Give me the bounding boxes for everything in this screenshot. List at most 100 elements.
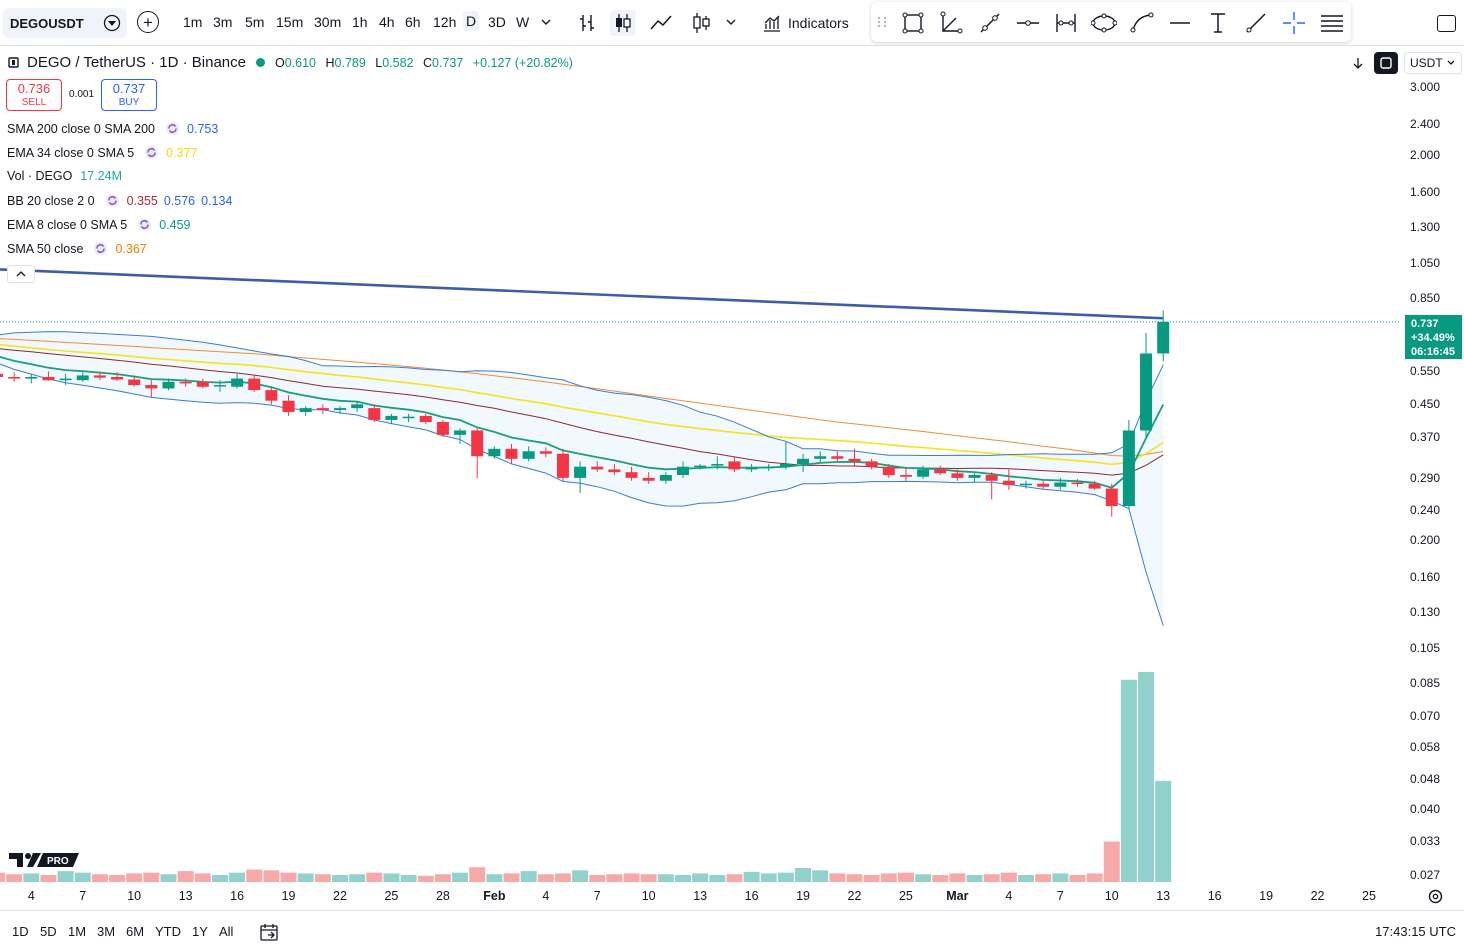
- candle-body: [1037, 483, 1050, 487]
- buy-button[interactable]: 0.737 BUY: [101, 79, 157, 111]
- range-3m[interactable]: 3M: [97, 924, 116, 939]
- date-range-icon[interactable]: [1053, 10, 1079, 36]
- candle-body: [316, 408, 329, 411]
- crosshair-icon[interactable]: [1281, 10, 1307, 36]
- sell-label: SELL: [21, 97, 47, 108]
- utc-clock[interactable]: 17:43:15 UTC: [1375, 924, 1456, 939]
- indicator-sync-icon[interactable]: [165, 121, 180, 136]
- indicator-legend-row[interactable]: EMA 34 close 0 SMA 5 0.377: [7, 145, 203, 160]
- range-1d[interactable]: 1D: [12, 924, 29, 939]
- volume-bar: [1018, 875, 1034, 882]
- interval-3m[interactable]: 3m: [213, 14, 233, 30]
- symbol-search[interactable]: DEGOUSDT: [3, 8, 127, 38]
- scroll-down-button[interactable]: [1348, 52, 1368, 74]
- volume-bar: [726, 874, 743, 882]
- close-value: 0.737: [432, 55, 464, 70]
- menu-lines-icon[interactable]: [1319, 10, 1345, 36]
- interval-5m[interactable]: 5m: [245, 14, 265, 30]
- sell-button[interactable]: 0.736 SELL: [6, 79, 62, 111]
- tradingview-logo[interactable]: PRO: [9, 851, 81, 869]
- fullscreen-button[interactable]: [1437, 15, 1456, 32]
- ray-tool-icon[interactable]: [1243, 10, 1269, 36]
- indicator-legend-row[interactable]: BB 20 close 2 0 0.355 0.576 0.134: [7, 193, 238, 208]
- indicator-sync-icon[interactable]: [105, 193, 120, 208]
- interval-30m[interactable]: 30m: [314, 14, 342, 30]
- range-ytd[interactable]: YTD: [155, 924, 181, 939]
- time-axis-settings-icon[interactable]: [1427, 888, 1444, 905]
- chevron-down-icon[interactable]: [723, 14, 739, 30]
- price-tick-label: 2.000: [1410, 147, 1441, 162]
- indicator-sync-icon[interactable]: [144, 145, 159, 160]
- candle-body: [642, 477, 655, 481]
- range-5d[interactable]: 5D: [40, 924, 57, 939]
- volume-bar: [194, 873, 211, 882]
- volume-bar: [6, 874, 23, 882]
- indicator-legend-row[interactable]: SMA 50 close 0.367: [7, 241, 153, 256]
- text-tool-icon[interactable]: [1205, 10, 1231, 36]
- price-tick-label: 0.033: [1410, 834, 1441, 849]
- candle-body: [299, 408, 312, 412]
- line-chart-type-icon[interactable]: [648, 10, 674, 36]
- volume-bar: [897, 872, 914, 882]
- interval-4h[interactable]: 4h: [379, 14, 395, 30]
- volume-bar: [795, 868, 812, 882]
- drag-handle-icon[interactable]: [875, 15, 889, 29]
- indicator-sync-icon[interactable]: [137, 217, 152, 232]
- rectangle-tool-icon[interactable]: [900, 10, 926, 36]
- range-1m[interactable]: 1M: [68, 924, 87, 939]
- auto-scale-button[interactable]: [1374, 52, 1398, 74]
- indicator-legend-row[interactable]: Vol · DEGO 17.24M: [7, 169, 128, 183]
- price-tick-label: 0.058: [1410, 740, 1441, 755]
- volume-bar: [263, 870, 280, 882]
- horizontal-line-icon[interactable]: [1167, 10, 1193, 36]
- horizontal-ray-icon[interactable]: [1015, 10, 1041, 36]
- candle-body: [25, 376, 38, 379]
- indicator-sync-icon[interactable]: [93, 241, 108, 256]
- interval-1m[interactable]: 1m: [183, 14, 203, 30]
- interval-3d[interactable]: 3D: [488, 14, 506, 30]
- price-chart[interactable]: [0, 46, 1400, 886]
- candle-body: [694, 465, 707, 468]
- interval-15m[interactable]: 15m: [276, 14, 304, 30]
- last-price-tag: 0.737 +34.49% 06:16:45: [1405, 315, 1462, 359]
- volume-bar: [983, 874, 1000, 882]
- chevron-down-icon[interactable]: [538, 14, 554, 30]
- indicator-legend-row[interactable]: EMA 8 close 0 SMA 5 0.459: [7, 217, 196, 232]
- interval-w[interactable]: W: [516, 14, 530, 30]
- indicator-legend-row[interactable]: SMA 200 close 0 SMA 200 0.753: [7, 121, 224, 136]
- interval-d[interactable]: D: [463, 11, 480, 31]
- ellipse-tool-icon[interactable]: [1091, 10, 1117, 36]
- price-tick-label: 3.000: [1410, 80, 1441, 94]
- interval-1h[interactable]: 1h: [352, 14, 368, 30]
- hollow-candle-icon[interactable]: [688, 10, 714, 36]
- compare-symbol-icon[interactable]: [103, 14, 121, 32]
- symbol-name: DEGOUSDT: [10, 15, 84, 31]
- volume-bar: [229, 872, 246, 882]
- price-tick-label: 0.130: [1410, 605, 1441, 620]
- range-1y[interactable]: 1Y: [192, 924, 208, 939]
- indicators-button[interactable]: Indicators: [762, 13, 849, 33]
- currency-select[interactable]: USDT: [1404, 52, 1462, 74]
- candle-body: [591, 466, 604, 470]
- bar-chart-type-icon[interactable]: [574, 10, 600, 36]
- candle-chart-type-icon[interactable]: [610, 10, 636, 36]
- indicator-label: SMA 50 close: [7, 241, 84, 256]
- date-range-calendar-icon[interactable]: [259, 922, 279, 942]
- interval-12h[interactable]: 12h: [433, 14, 457, 30]
- volume-bar: [349, 874, 366, 882]
- exchange-logo-icon: [8, 57, 19, 68]
- range-all[interactable]: All: [219, 924, 234, 939]
- volume-bar: [657, 874, 674, 882]
- volume-bar: [829, 873, 846, 882]
- volume-bar: [211, 875, 228, 882]
- angle-tool-icon[interactable]: [938, 10, 964, 36]
- collapse-legend-button[interactable]: [7, 265, 35, 283]
- candle-body: [196, 381, 209, 387]
- volume-bar: [400, 875, 417, 882]
- arc-tool-icon[interactable]: [1129, 10, 1155, 36]
- add-symbol-button[interactable]: +: [137, 11, 159, 33]
- volume-bar: [246, 869, 263, 882]
- range-6m[interactable]: 6M: [126, 924, 145, 939]
- trend-line-icon[interactable]: [977, 10, 1003, 36]
- interval-6h[interactable]: 6h: [405, 14, 421, 30]
